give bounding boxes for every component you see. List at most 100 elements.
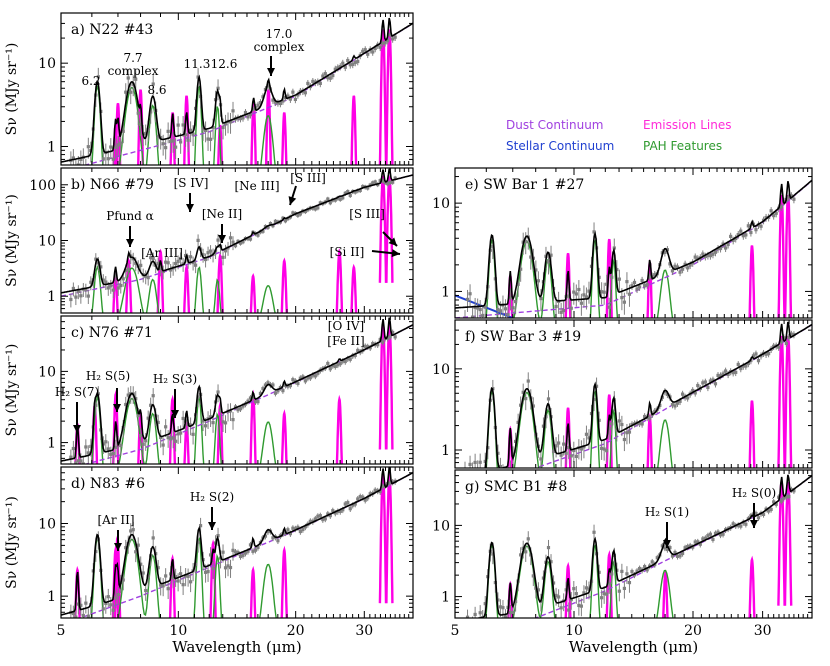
data-point <box>617 589 621 593</box>
data-point <box>71 286 75 291</box>
emission-line <box>168 394 177 464</box>
legend-lines: Emission Lines <box>643 118 732 132</box>
data-point <box>503 615 508 618</box>
data-point <box>670 269 675 273</box>
data-point <box>126 76 130 80</box>
data-point <box>104 601 108 605</box>
panel-title: e) SW Bar 1 #27 <box>465 177 584 193</box>
data-point <box>383 180 387 185</box>
data-point <box>116 143 120 147</box>
y-tick-label: 1 <box>47 436 56 452</box>
data-point <box>524 240 528 244</box>
data-point <box>683 546 687 550</box>
data-point <box>106 595 110 599</box>
data-point <box>119 443 123 448</box>
data-point <box>620 569 624 574</box>
data-point <box>592 230 596 234</box>
data-point <box>94 549 98 554</box>
data-point <box>579 447 583 451</box>
data-point <box>221 255 225 259</box>
data-point <box>266 381 270 385</box>
data-point <box>104 440 108 444</box>
data-point <box>251 107 255 112</box>
emission-line <box>748 400 756 468</box>
y-tick-label: 1 <box>47 289 56 305</box>
data-point <box>498 309 503 313</box>
data-point <box>74 295 78 299</box>
data-point <box>286 528 290 532</box>
data-point <box>673 550 677 555</box>
data-point <box>179 431 183 435</box>
data-point <box>109 284 113 288</box>
data-point <box>511 610 515 614</box>
data-point <box>519 403 523 407</box>
emission-line <box>125 257 133 313</box>
annotation: H₂ S(7) <box>55 385 99 399</box>
data-point <box>371 342 375 346</box>
data-point <box>582 591 586 595</box>
data-point <box>271 383 275 387</box>
data-point <box>114 596 118 600</box>
panel-frame <box>454 469 813 619</box>
plot-area-b <box>61 168 413 313</box>
data-point <box>678 399 682 403</box>
data-point <box>296 93 300 97</box>
data-point <box>724 246 728 250</box>
data-point <box>673 404 677 408</box>
data-point <box>84 601 88 605</box>
dust-continuum <box>82 22 413 165</box>
data-point <box>643 414 647 419</box>
pah-features <box>90 394 277 464</box>
data-point <box>539 457 543 461</box>
data-point <box>779 499 783 503</box>
annotation: [Ar II] <box>97 513 134 527</box>
data-point <box>189 255 193 259</box>
data-point <box>333 511 337 515</box>
data-point <box>121 129 125 133</box>
data-point <box>514 599 518 603</box>
data-point <box>393 35 397 39</box>
emission-line <box>335 394 344 464</box>
data-point <box>663 546 667 550</box>
data-point <box>218 408 223 412</box>
data-point <box>383 41 387 45</box>
data-point <box>468 462 472 467</box>
y-tick-label: 10 <box>38 234 56 250</box>
y-tick-label: 1 <box>441 443 450 459</box>
data-point <box>181 123 185 127</box>
data-point <box>136 111 140 115</box>
data-point <box>617 277 621 281</box>
data-point <box>268 222 273 226</box>
data-point <box>516 420 520 424</box>
data-point <box>546 397 551 401</box>
data-point <box>706 253 710 258</box>
data-point <box>663 250 667 255</box>
data-point <box>271 536 275 540</box>
data-point <box>353 190 357 194</box>
data-point <box>534 268 538 272</box>
data-point <box>316 514 320 518</box>
data-point <box>577 603 581 608</box>
data-point <box>371 181 375 185</box>
data-point <box>678 554 682 558</box>
data-point <box>744 364 748 368</box>
model-total <box>61 317 413 462</box>
data-point <box>508 610 513 615</box>
data-point <box>754 228 758 232</box>
data-point <box>276 539 280 543</box>
data-point <box>124 90 128 94</box>
data-point <box>764 352 768 356</box>
data-point <box>675 265 680 269</box>
data-point <box>296 213 300 217</box>
data-point <box>363 48 367 52</box>
data-point <box>278 101 283 106</box>
data-point <box>749 230 753 235</box>
data-point <box>228 236 233 240</box>
model-total <box>455 179 812 309</box>
plot-area-a <box>61 17 413 165</box>
data-point <box>792 197 796 201</box>
data-point <box>203 257 208 262</box>
y-tick-label: 1 <box>441 284 450 300</box>
data-point <box>675 401 680 405</box>
data-point <box>326 76 330 80</box>
